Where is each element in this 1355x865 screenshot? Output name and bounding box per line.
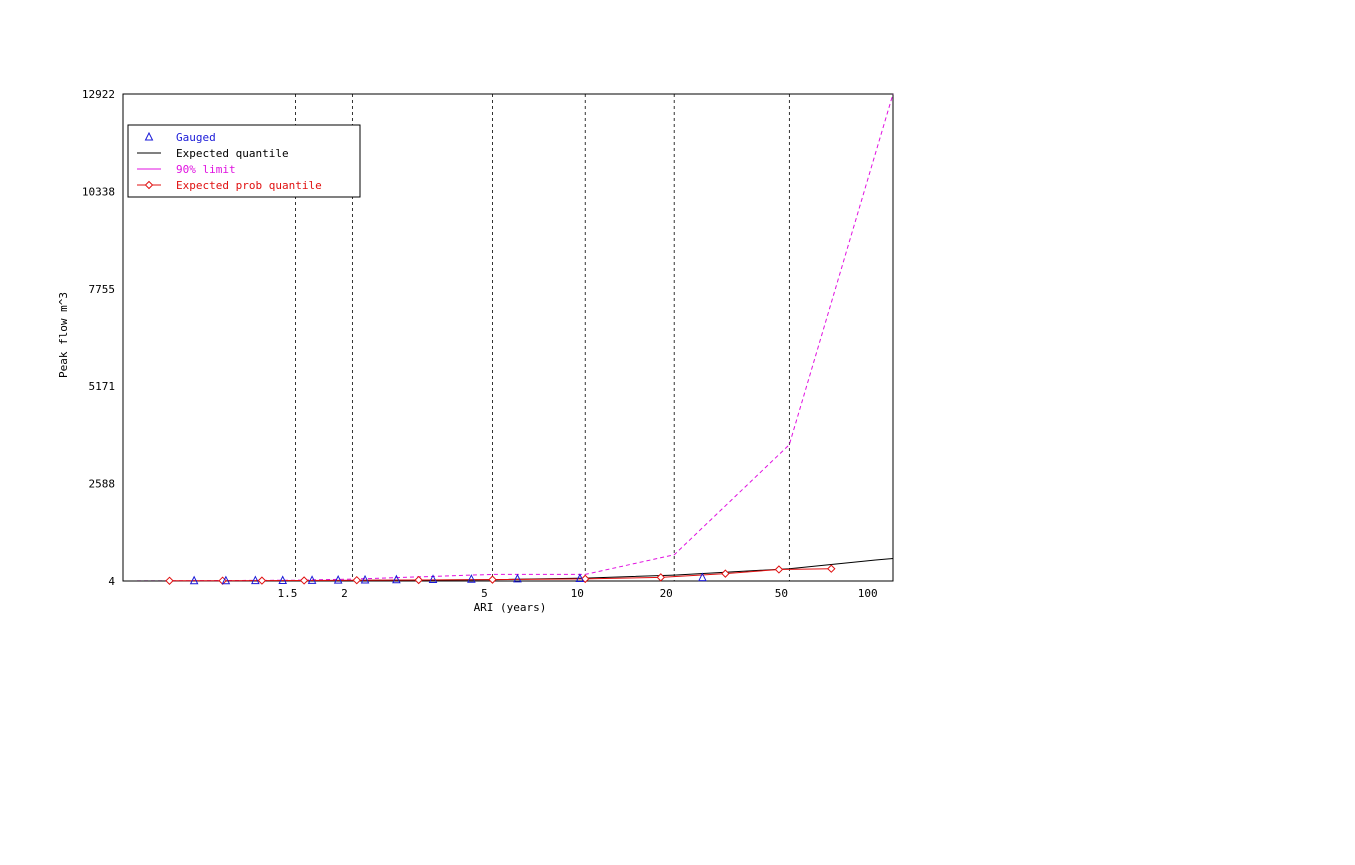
series-expected-prob-quantile [165,564,836,585]
legend-marker [144,180,154,190]
data-point [428,574,438,583]
x-tick-label: 50 [775,587,788,600]
data-point [333,575,343,584]
y-tick-label: 7755 [89,283,116,296]
x-tick-label: 1.5 [278,587,298,600]
series-line [169,568,832,582]
data-point [656,573,666,582]
y-tick-label: 12922 [82,88,115,101]
x-tick-label: 10 [571,587,584,600]
data-point [774,565,784,574]
data-point [189,575,199,585]
y-tick-label: 5171 [89,380,116,393]
data-point [352,576,361,585]
data-point [307,575,317,584]
legend-box [127,124,361,198]
data-point [299,576,309,585]
data-point [467,574,476,583]
data-point [360,574,370,584]
x-tick-label: 5 [481,587,488,600]
data-point [575,573,585,583]
data-point [257,576,267,585]
y-axis-label: Peak flow m^3 [57,292,70,378]
legend-symbol [144,131,154,141]
series-layer [122,93,894,585]
legend: Gauged Expected quantile 90% limit Expected… [127,124,361,198]
data-point [221,575,231,585]
data-point [827,564,836,573]
legend-label: Expected quantile [176,147,289,160]
x-tick-label: 20 [660,587,673,600]
data-point [278,575,288,584]
data-point [392,574,401,584]
x-tick-label: 100 [858,587,878,600]
y-tick-label: 10338 [82,185,115,198]
data-point [698,572,707,582]
legend-label: Gauged [176,131,216,144]
y-axis-ticks: 4 2588 5171 7755 10338 12922 [82,88,116,588]
x-tick-label: 2 [341,587,348,600]
data-point [165,576,174,585]
legend-label: Expected prob quantile [176,179,322,192]
x-axis-label: ARI (years) [474,601,547,614]
legend-label: 90% limit [176,163,236,176]
data-point [721,569,730,578]
series-gauged [189,572,707,585]
data-point [251,575,260,585]
x-axis-ticks: 1.5 2 5 10 20 50 100 [278,587,878,600]
data-point [414,575,423,585]
data-point [488,575,497,584]
data-point [513,573,522,583]
y-tick-label: 4 [108,575,115,588]
y-tick-label: 2588 [89,478,116,491]
series-line [122,93,894,582]
series-90-limit [122,93,894,582]
